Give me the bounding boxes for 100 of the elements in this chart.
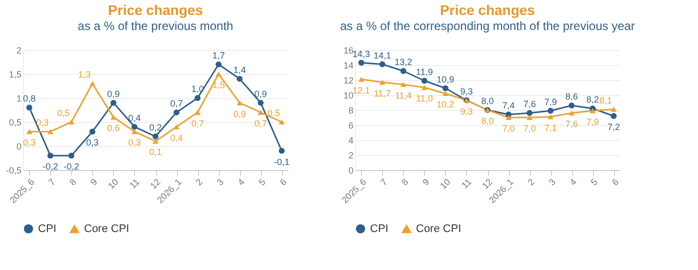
x-tick-label: 10 (438, 176, 452, 191)
data-label: 11,9 (416, 66, 433, 77)
point (278, 148, 285, 154)
data-label: 8,0 (481, 116, 494, 126)
point (400, 68, 406, 74)
data-label: 0,5 (57, 108, 70, 118)
x-tick-label: 2 (526, 176, 536, 188)
x-tick-label: 7 (46, 176, 58, 188)
x-tick-label: 9 (420, 176, 432, 188)
y-tick-label: 4 (348, 136, 354, 146)
point (174, 109, 180, 116)
data-label: 0,8 (23, 94, 36, 104)
point (216, 71, 222, 77)
y-tick-label: 0 (348, 166, 354, 176)
point (194, 110, 201, 115)
y-tick-label: 10 (343, 90, 354, 100)
point (110, 100, 116, 106)
data-label: 7,0 (523, 124, 536, 134)
data-label: 8,2 (586, 94, 599, 104)
chart-title: Price changes (108, 2, 204, 18)
point (110, 114, 116, 120)
data-label: 0,7 (254, 118, 267, 128)
point (526, 110, 533, 116)
point (194, 95, 201, 101)
data-label: 0,6 (107, 123, 120, 134)
data-label: 0,5 (267, 108, 280, 118)
data-label: 0,4 (128, 112, 141, 123)
point (47, 129, 54, 134)
data-label: 7,9 (586, 116, 599, 127)
point (400, 82, 406, 88)
x-tick-label: 5 (588, 176, 600, 188)
data-label: -0,2 (64, 162, 80, 172)
x-tick-label: 5 (256, 176, 268, 188)
data-label: 0,3 (86, 138, 99, 148)
x-tick-label: 8 (68, 176, 78, 188)
point (590, 108, 596, 114)
point (26, 129, 32, 134)
data-label: -0,1 (274, 156, 290, 167)
data-label: 7,9 (544, 96, 557, 107)
point (132, 124, 138, 130)
point (216, 61, 222, 68)
data-label: 10,2 (436, 100, 454, 110)
point (258, 110, 264, 115)
data-label: 9,3 (460, 106, 473, 116)
x-tick-label: 3 (214, 176, 226, 188)
data-label: 0,7 (170, 98, 183, 108)
x-tick-label: 4 (236, 176, 246, 188)
data-label: 11,7 (374, 88, 391, 98)
data-label: 14,3 (352, 48, 370, 59)
y-tick-label: 14 (343, 60, 354, 70)
y-tick-label: 1,5 (8, 70, 22, 80)
point (506, 114, 512, 120)
point (548, 108, 554, 114)
point (421, 84, 428, 90)
data-label: 12,1 (352, 85, 370, 96)
point (568, 110, 575, 116)
y-tick-label: 2 (348, 150, 354, 160)
point (89, 128, 96, 135)
data-label: -0,2 (42, 162, 58, 172)
data-label: 0,3 (23, 138, 36, 148)
data-label: 9,3 (460, 86, 473, 96)
y-tick-label: -0,5 (6, 166, 22, 176)
data-label: 1,4 (233, 64, 246, 75)
legend-label: CPI (38, 222, 56, 235)
point (236, 76, 243, 82)
data-label: 1,7 (212, 50, 225, 60)
x-tick-label: 8 (400, 176, 410, 188)
data-label: 7,6 (523, 99, 536, 109)
point (236, 100, 243, 106)
data-label: 8,6 (565, 92, 578, 102)
data-label: 13,2 (394, 57, 412, 67)
x-tick-label: 11 (460, 176, 474, 190)
point (258, 100, 264, 106)
data-label: 8,1 (599, 95, 612, 106)
data-label: 14,1 (374, 50, 392, 60)
point (568, 102, 575, 108)
data-label: 0,9 (107, 88, 120, 99)
data-label: 8,0 (481, 96, 494, 106)
data-label: 0,9 (233, 108, 246, 119)
chart-subtitle: as a % of the previous month (78, 19, 234, 33)
data-label: 0,3 (36, 118, 49, 128)
point (132, 129, 138, 134)
point (358, 60, 364, 66)
point (47, 152, 54, 159)
data-label: 7,2 (607, 122, 620, 132)
data-label: 7,4 (502, 100, 515, 110)
data-label: 1,3 (78, 70, 91, 80)
point (548, 114, 554, 120)
y-tick-label: 2 (16, 46, 22, 56)
point (68, 119, 74, 125)
point (442, 85, 448, 92)
y-tick-label: 16 (343, 46, 354, 56)
data-label: 1,5 (212, 80, 225, 90)
x-tick-label: 6 (278, 176, 289, 188)
point (358, 76, 364, 82)
point (278, 119, 285, 125)
chart-title: Price changes (440, 2, 536, 18)
legend-label: Core CPI (416, 223, 462, 236)
x-tick-label: 6 (610, 176, 621, 188)
point (379, 80, 386, 85)
